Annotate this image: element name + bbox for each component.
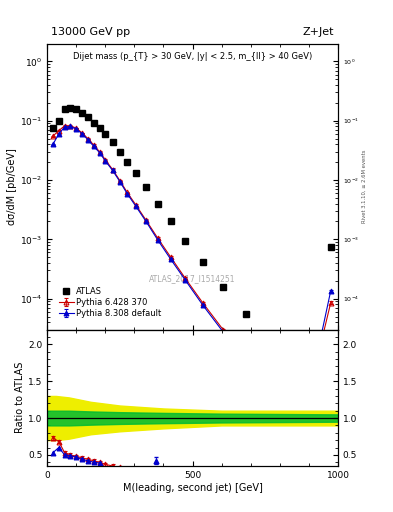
ATLAS bbox=[74, 106, 79, 113]
Y-axis label: Ratio to ATLAS: Ratio to ATLAS bbox=[15, 362, 25, 434]
ATLAS bbox=[86, 114, 90, 120]
ATLAS bbox=[183, 238, 188, 244]
ATLAS bbox=[299, 370, 304, 376]
ATLAS bbox=[200, 259, 205, 265]
ATLAS bbox=[103, 131, 108, 137]
ATLAS bbox=[80, 110, 84, 116]
ATLAS bbox=[51, 125, 55, 131]
ATLAS bbox=[125, 159, 130, 165]
ATLAS bbox=[221, 284, 226, 290]
ATLAS bbox=[244, 311, 249, 317]
Text: 13000 GeV pp: 13000 GeV pp bbox=[51, 27, 130, 37]
Text: Z+Jet: Z+Jet bbox=[303, 27, 334, 37]
Y-axis label: Rivet 3.1.10, ≥ 2.6M events: Rivet 3.1.10, ≥ 2.6M events bbox=[362, 150, 367, 223]
ATLAS bbox=[57, 118, 61, 124]
ATLAS bbox=[329, 244, 333, 250]
X-axis label: M(leading, second jet) [GeV]: M(leading, second jet) [GeV] bbox=[123, 482, 263, 493]
ATLAS bbox=[68, 105, 73, 111]
ATLAS bbox=[62, 106, 67, 113]
ATLAS bbox=[169, 219, 173, 225]
ATLAS bbox=[91, 119, 96, 125]
ATLAS bbox=[97, 125, 102, 131]
Y-axis label: dσ/dM [pb/GeV]: dσ/dM [pb/GeV] bbox=[7, 148, 17, 225]
Text: ATLAS_2017_I1514251: ATLAS_2017_I1514251 bbox=[149, 273, 236, 283]
ATLAS bbox=[134, 170, 138, 176]
ATLAS bbox=[118, 148, 122, 155]
ATLAS bbox=[270, 340, 275, 346]
Legend: ATLAS, Pythia 6.428 370, Pythia 8.308 default: ATLAS, Pythia 6.428 370, Pythia 8.308 de… bbox=[57, 285, 163, 320]
Line: ATLAS: ATLAS bbox=[50, 105, 334, 376]
ATLAS bbox=[144, 184, 149, 190]
ATLAS bbox=[110, 139, 115, 145]
Text: Dijet mass (p_{T} > 30 GeV, |y| < 2.5, m_{ll} > 40 GeV): Dijet mass (p_{T} > 30 GeV, |y| < 2.5, m… bbox=[73, 52, 312, 61]
ATLAS bbox=[155, 201, 160, 207]
